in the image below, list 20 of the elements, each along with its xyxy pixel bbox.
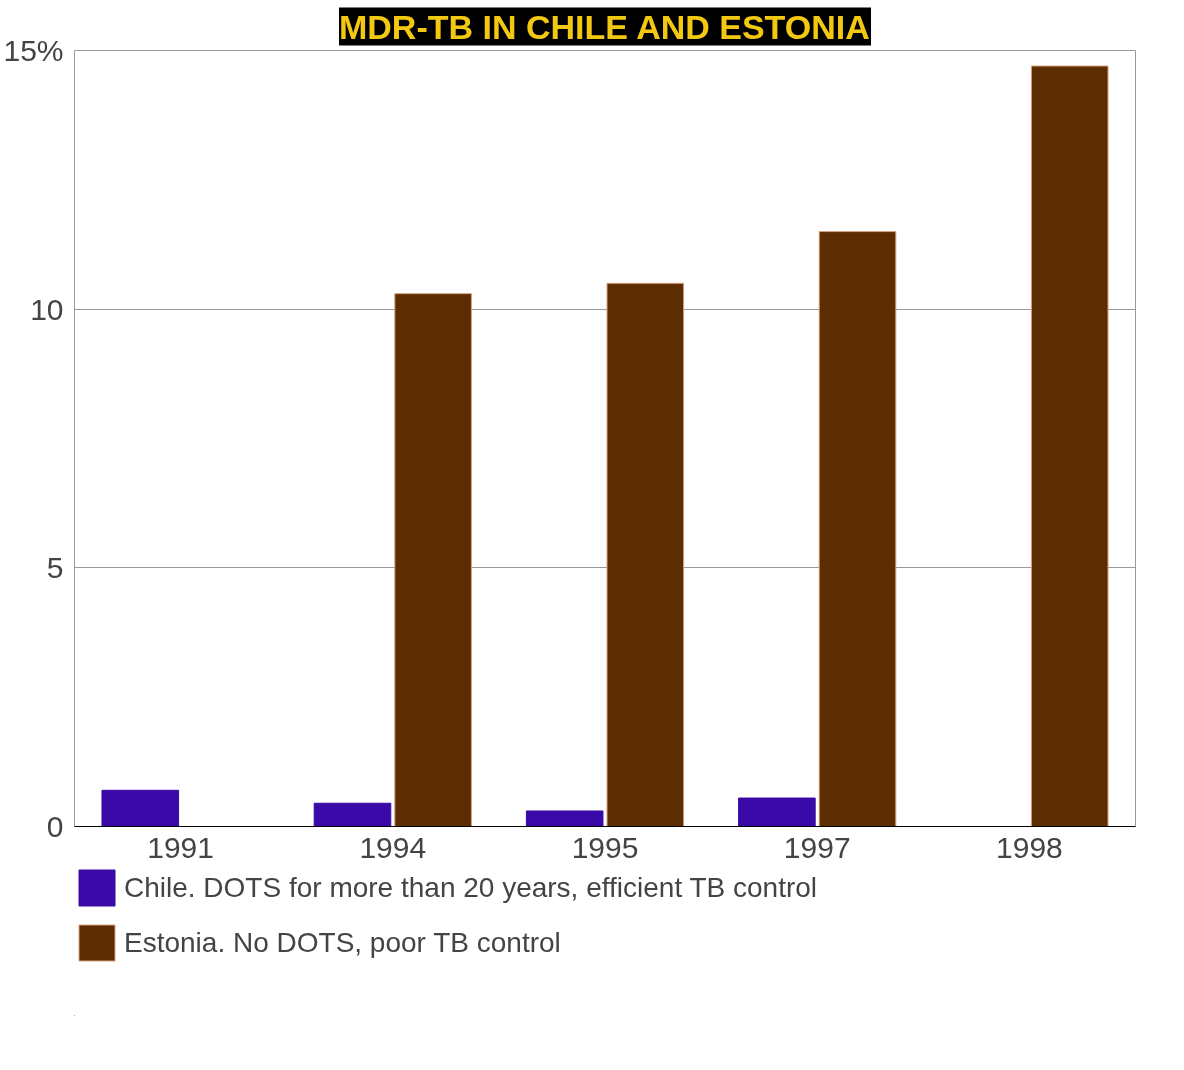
bar (818, 231, 897, 827)
bar (101, 789, 180, 827)
y-tick-label: 0 (46, 810, 64, 843)
x-tick-label: 1994 (359, 830, 427, 864)
bar (606, 282, 685, 827)
y-tick-label: 15% (3, 34, 64, 67)
x-tick-label: 1995 (571, 830, 639, 864)
legend-label: Chile. DOTS for more than 20 years, efficient TB control (124, 871, 818, 904)
bar (1030, 65, 1109, 827)
x-tick-label: 1991 (147, 830, 214, 864)
bar (738, 797, 816, 827)
x-tick-label: 1997 (783, 830, 851, 864)
legend-label: Estonia. No DOTS, poor TB control (124, 926, 561, 959)
bar (525, 810, 604, 827)
x-tick-label: 1998 (996, 830, 1063, 864)
bar (394, 293, 472, 827)
chart-title: MDR-TB IN CHILE AND ESTONIA (338, 7, 870, 46)
y-tick-label: 10 (30, 292, 64, 326)
bar (313, 802, 392, 827)
y-tick-label: 5 (46, 551, 64, 585)
